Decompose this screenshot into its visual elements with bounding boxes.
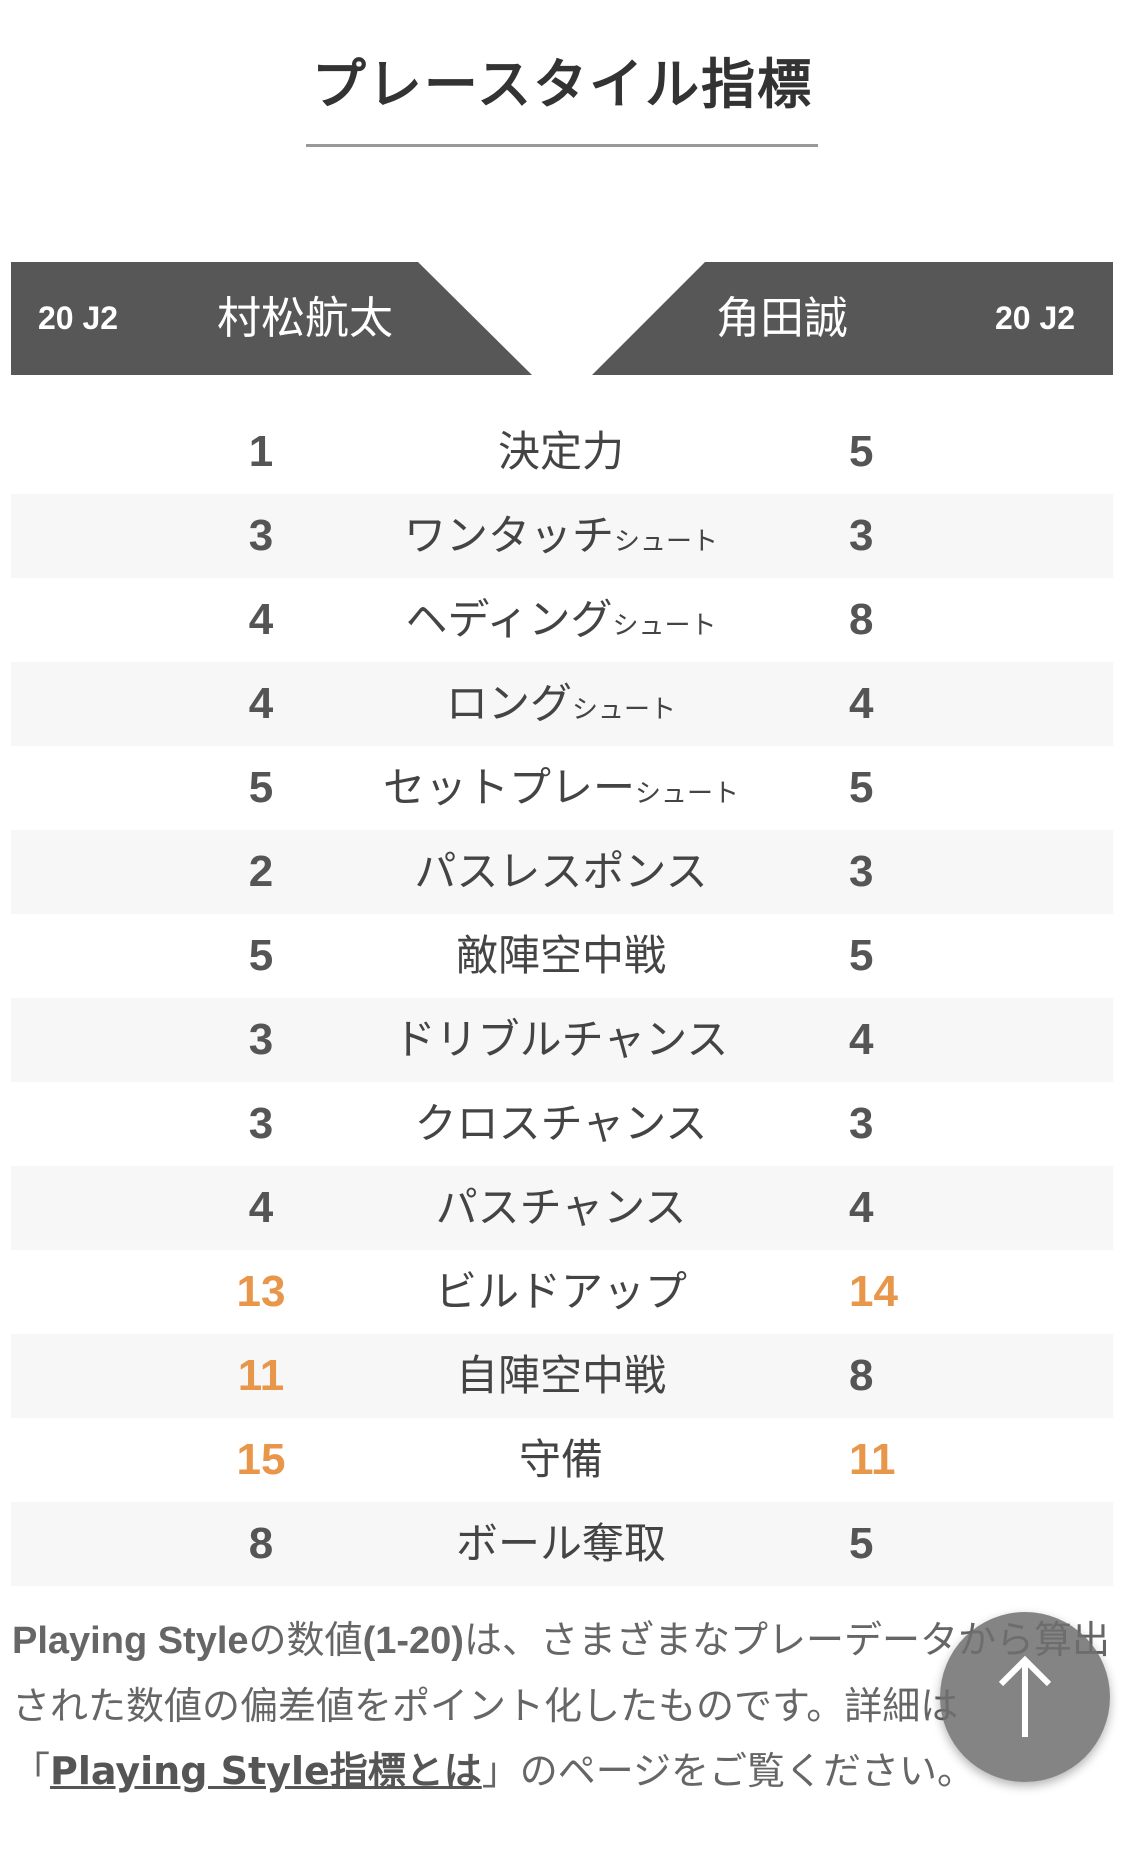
header-background <box>11 262 1113 375</box>
stat-label-suffix: シュート <box>572 695 677 725</box>
page-title: プレースタイル指標 <box>311 53 814 116</box>
stat-label: ロングシュート <box>311 662 811 752</box>
stat-row: 5 敵陣空中戦 5 <box>11 914 1113 998</box>
stat-label: ビルドアップ <box>311 1250 811 1340</box>
left-value: 3 <box>248 511 274 560</box>
right-value: 11 <box>849 1435 896 1484</box>
right-value: 5 <box>849 427 874 476</box>
right-season: 20 J2 <box>995 300 1076 336</box>
left-value: 3 <box>248 1015 274 1064</box>
left-season: 20 J2 <box>38 300 119 336</box>
right-value: 8 <box>849 595 874 644</box>
stat-row: 2 パスレスポンス 3 <box>11 830 1113 914</box>
footer-text: の数値 <box>248 1618 363 1662</box>
arrow-up-icon <box>998 1655 1052 1737</box>
stat-label-text: ビルドアップ <box>434 1267 687 1316</box>
left-value: 8 <box>248 1519 274 1568</box>
left-player-banner <box>11 262 532 375</box>
stat-label: 決定力 <box>311 410 811 500</box>
stat-label-text: ロング <box>445 679 572 728</box>
footer-bold: Playing Style <box>12 1620 249 1662</box>
stat-label-text: クロスチャンス <box>414 1099 708 1148</box>
stat-label: 自陣空中戦 <box>311 1334 811 1424</box>
right-value: 4 <box>849 1183 874 1232</box>
left-value: 5 <box>248 763 274 812</box>
footer-text: 」のページをご覧ください。 <box>481 1749 975 1793</box>
stat-label: ボール奪取 <box>311 1502 811 1592</box>
footer-note: Playing Styleの数値(1-20)は、さまざまなプレーデータから算出さ… <box>12 1608 1112 1804</box>
stat-label-text: 決定力 <box>497 427 624 476</box>
stat-label-text: ボール奪取 <box>455 1519 666 1568</box>
stat-label-text: セットプレー <box>382 763 635 812</box>
stat-label-text: ヘディング <box>405 595 613 644</box>
footer-range: (1-20) <box>362 1620 464 1662</box>
stat-label: ワンタッチシュート <box>311 494 811 584</box>
stat-row: 13 ビルドアップ 14 <box>11 1250 1113 1334</box>
stat-row: 11 自陣空中戦 8 <box>11 1334 1113 1418</box>
stat-row: 4 パスチャンス 4 <box>11 1166 1113 1250</box>
stat-row: 3 ワンタッチシュート 3 <box>11 494 1113 578</box>
title-underline <box>306 144 818 147</box>
left-value: 4 <box>248 1183 274 1232</box>
stat-label-text: ワンタッチ <box>403 511 614 560</box>
left-value: 5 <box>248 931 274 980</box>
stat-row: 3 ドリブルチャンス 4 <box>11 998 1113 1082</box>
right-value: 8 <box>849 1351 874 1400</box>
left-value: 1 <box>248 427 274 476</box>
right-value: 14 <box>849 1267 898 1316</box>
scroll-to-top-button[interactable] <box>940 1612 1110 1782</box>
stat-label: 敵陣空中戦 <box>311 914 811 1004</box>
stat-label-suffix: シュート <box>614 527 719 557</box>
right-value: 3 <box>849 1099 874 1148</box>
footer-text: は、さまざまなプレーデータから算出された数値の偏差値をポイント化したものです。詳… <box>12 1618 1110 1793</box>
stat-row: 3 クロスチャンス 3 <box>11 1082 1113 1166</box>
stat-row: 4 ヘディングシュート 8 <box>11 578 1113 662</box>
stat-row: 4 ロングシュート 4 <box>11 662 1113 746</box>
stat-row: 5 セットプレーシュート 5 <box>11 746 1113 830</box>
stat-label: パスレスポンス <box>311 830 811 920</box>
stat-label: ヘディングシュート <box>311 578 811 668</box>
stat-label-text: 守備 <box>518 1435 603 1484</box>
stat-row: 1 決定力 5 <box>11 410 1113 494</box>
right-player-name[interactable]: 角田誠 <box>716 293 848 344</box>
stat-label-text: パスチャンス <box>435 1183 687 1232</box>
stat-label-text: 自陣空中戦 <box>455 1351 666 1400</box>
stat-label-text: 敵陣空中戦 <box>455 931 666 980</box>
stat-label: パスチャンス <box>311 1166 811 1256</box>
left-value: 2 <box>248 847 274 896</box>
stat-label: クロスチャンス <box>311 1082 811 1172</box>
stat-label: セットプレーシュート <box>311 746 811 836</box>
stat-label-text: ドリブルチャンス <box>393 1015 729 1064</box>
stat-label-suffix: シュート <box>612 611 717 641</box>
playing-style-link[interactable]: Playing Style指標とは <box>50 1749 482 1793</box>
player-comparison-header: 20 J2 村松航太 角田誠 20 J2 <box>0 262 1125 375</box>
left-value: 11 <box>237 1351 285 1400</box>
left-value: 13 <box>236 1267 286 1316</box>
right-value: 5 <box>849 931 874 980</box>
left-value: 4 <box>248 595 274 644</box>
right-value: 5 <box>849 763 874 812</box>
left-value: 15 <box>236 1435 286 1484</box>
right-value: 5 <box>849 1519 874 1568</box>
stat-label: ドリブルチャンス <box>311 998 811 1088</box>
stat-label-text: パスレスポンス <box>414 847 708 896</box>
right-value: 4 <box>849 679 874 728</box>
stat-label: 守備 <box>311 1418 811 1508</box>
stat-row: 8 ボール奪取 5 <box>11 1502 1113 1586</box>
right-value: 4 <box>849 1015 874 1064</box>
stat-label-suffix: シュート <box>635 779 740 809</box>
right-value: 3 <box>849 847 874 896</box>
stat-row: 15 守備 11 <box>11 1418 1113 1502</box>
left-value: 4 <box>248 679 274 728</box>
left-value: 3 <box>248 1099 274 1148</box>
right-value: 3 <box>849 511 874 560</box>
left-player-name[interactable]: 村松航太 <box>217 293 393 344</box>
right-player-banner <box>592 262 1113 375</box>
